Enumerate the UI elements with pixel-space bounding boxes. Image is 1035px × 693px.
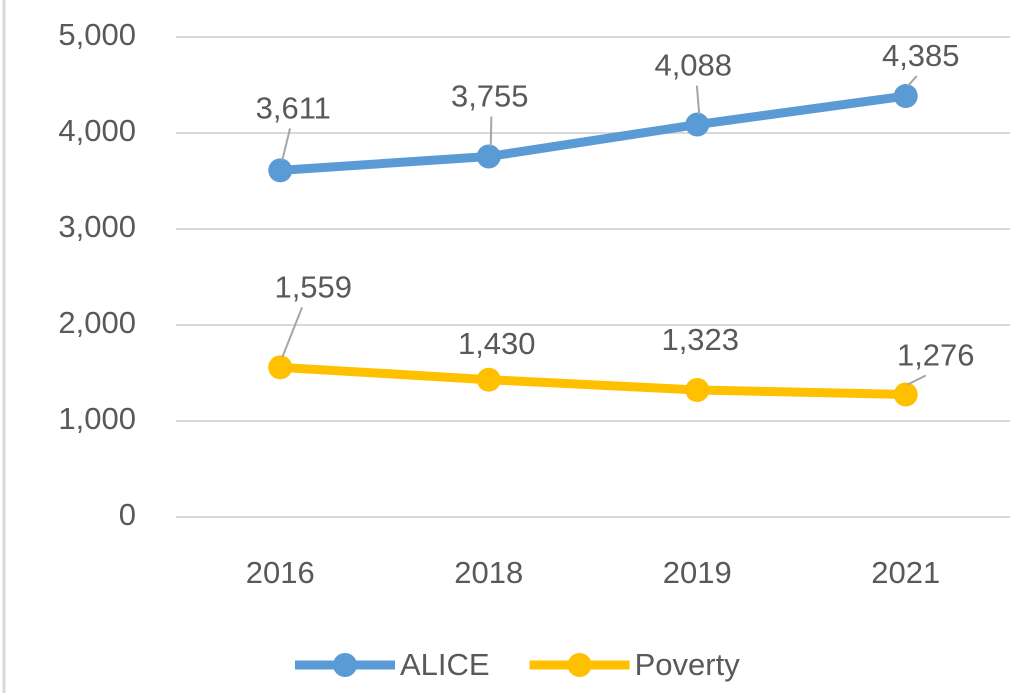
legend-label: Poverty [635,647,741,682]
x-tick-label: 2016 [246,555,315,590]
y-tick-label: 1,000 [58,401,136,436]
data-label: 1,276 [897,338,975,373]
point-marker [893,84,918,109]
leader-line [281,306,303,358]
legend-label: ALICE [400,647,490,682]
y-tick-label: 5,000 [58,17,136,52]
leader-line [907,75,918,87]
point-marker [476,144,501,169]
y-tick-label: 3,000 [58,209,136,244]
legend-marker [567,653,592,677]
series-line [279,362,906,400]
point-marker [268,355,293,380]
x-tick-label: 2018 [454,555,523,590]
leader-line [281,128,292,161]
data-label: 4,385 [882,38,960,73]
point-marker [685,112,710,137]
series-line [279,91,907,175]
point-marker [685,377,710,402]
legend-marker [333,653,357,677]
y-tick-label: 2,000 [58,305,136,340]
y-tick-label: 0 [119,497,136,532]
data-label: 3,755 [451,79,529,114]
leader-line [695,85,701,115]
leader-line [907,374,927,386]
y-tick-label: 4,000 [58,113,136,148]
data-label: 1,430 [458,326,536,361]
x-tick-label: 2019 [663,555,732,590]
data-label: 1,559 [274,270,352,305]
data-label: 1,323 [661,322,739,357]
data-label: 4,088 [654,48,732,83]
point-marker [268,158,293,183]
point-marker [476,367,501,392]
leader-line [489,116,493,147]
x-tick-label: 2021 [871,555,940,590]
data-label: 3,611 [256,91,331,126]
point-marker [893,382,918,407]
